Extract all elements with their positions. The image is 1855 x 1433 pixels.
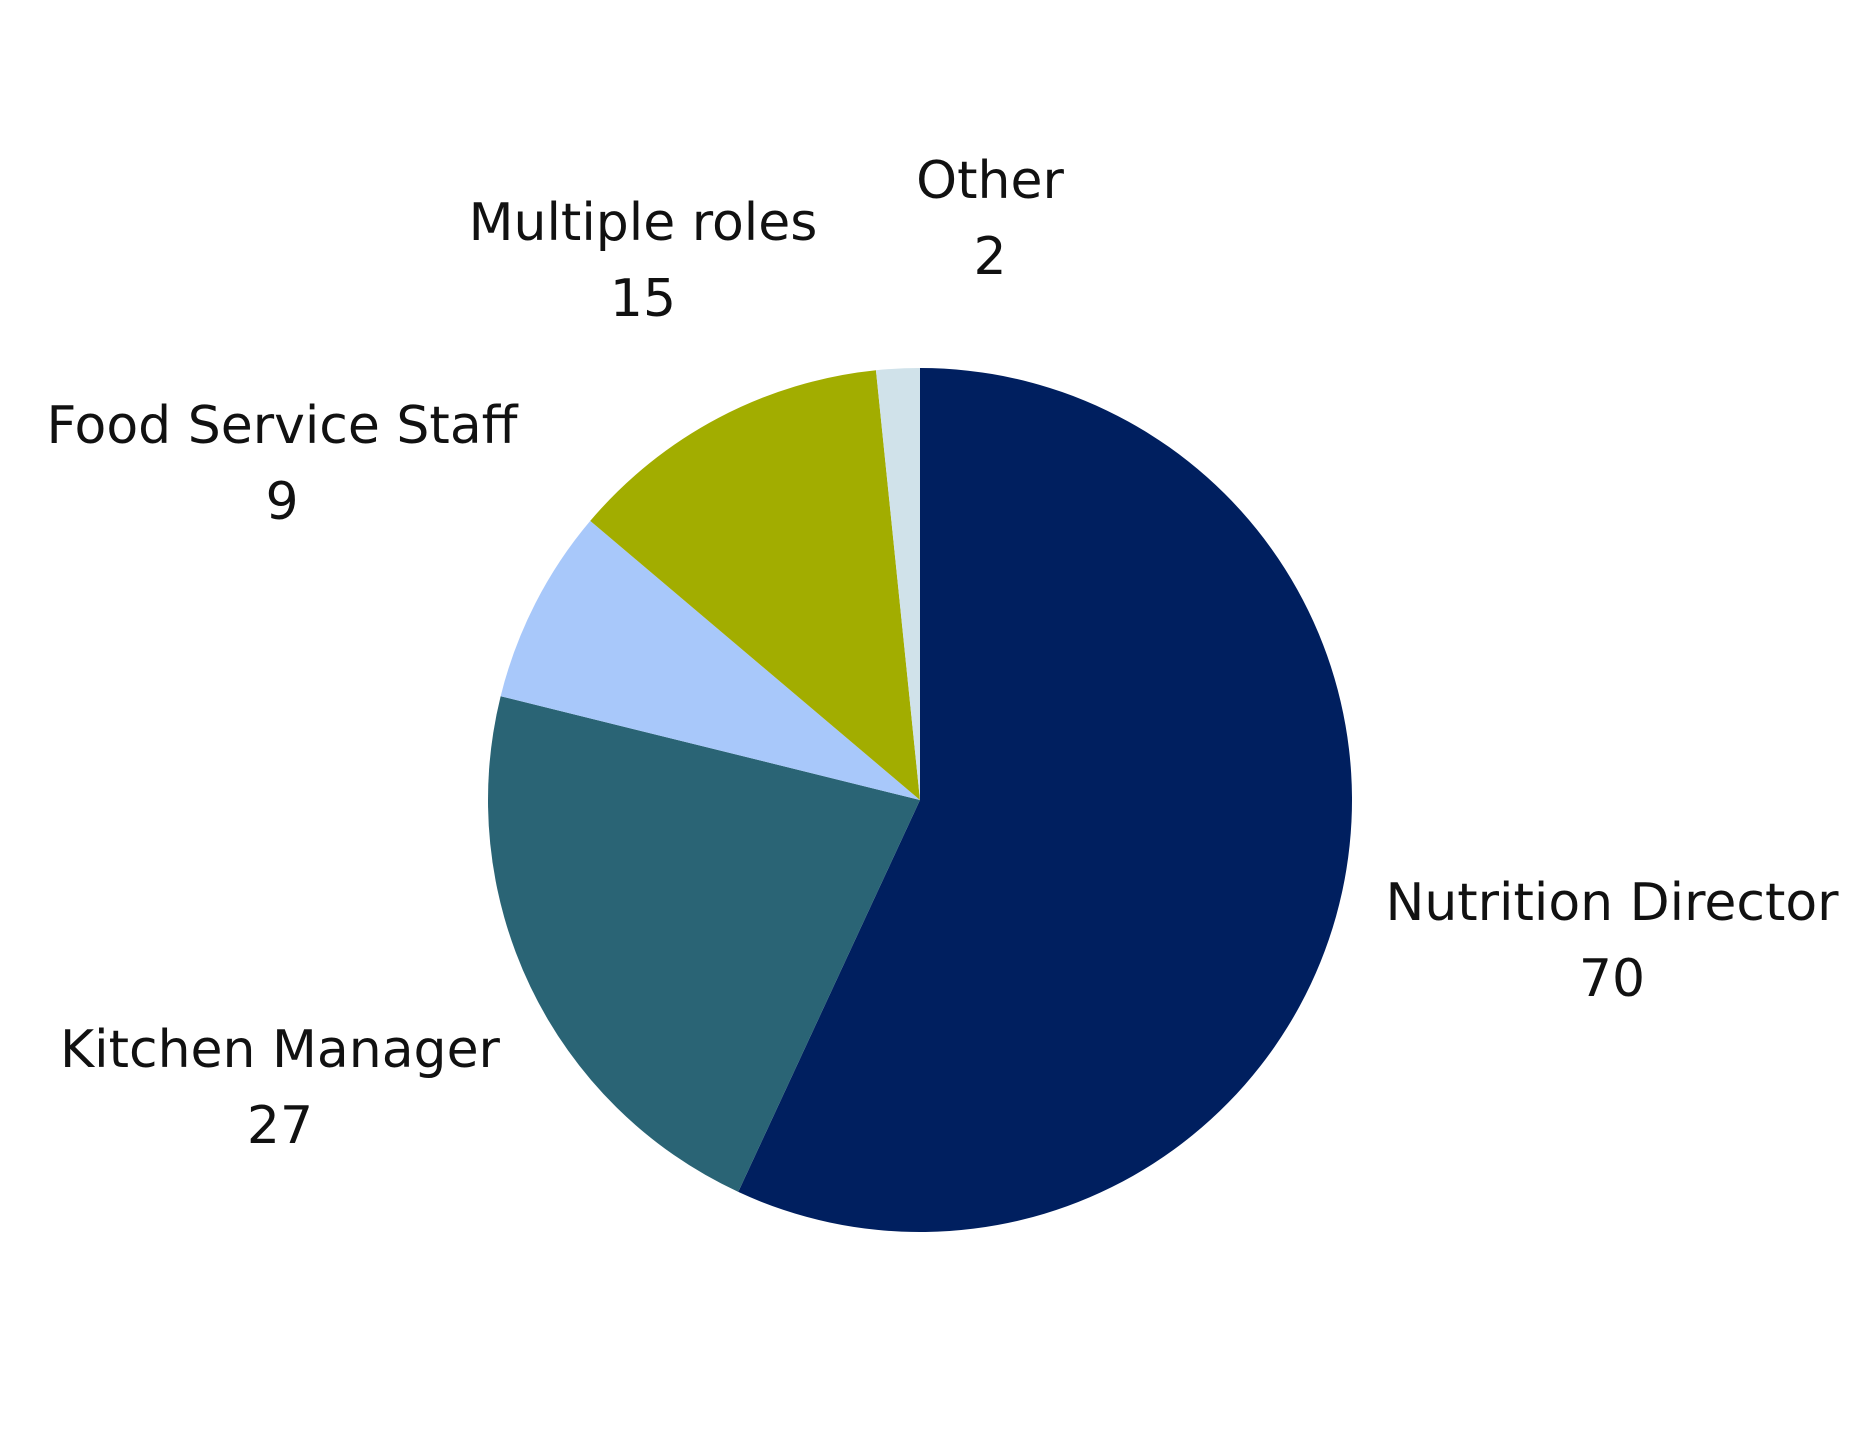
slice-label-kitchen-manager: Kitchen Manager [60,1020,501,1080]
pie-slices [487,368,1353,1233]
slice-value-kitchen-manager: 27 [247,1096,313,1156]
pie-slice-nutrition-director [738,368,1353,1233]
pie-slice-other [875,368,920,800]
pie-slice-multiple-roles [590,370,920,800]
pie-slice-food-service-staff [500,520,920,800]
slice-value-other: 2 [973,227,1006,287]
slice-value-nutrition-director: 70 [1579,949,1645,1009]
pie-slice-kitchen-manager [487,696,920,1192]
pie-labels: Nutrition Director 70 Kitchen Manager 27 Foo… [46,151,1839,1156]
slice-label-multiple-roles: Multiple roles [469,193,818,253]
slice-label-other: Other [916,151,1064,211]
slice-value-food-service-staff: 9 [265,472,298,532]
slice-value-multiple-roles: 15 [610,269,676,329]
slice-label-food-service-staff: Food Service Staff [46,396,518,456]
slice-label-nutrition-director: Nutrition Director [1385,873,1839,933]
